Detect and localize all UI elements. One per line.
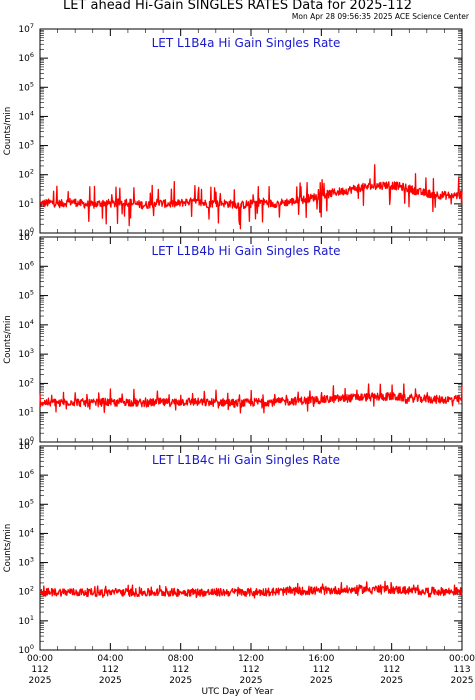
x-axis-label: UTC Day of Year	[201, 687, 274, 697]
x-tick-day: 113	[453, 665, 470, 675]
x-tick-time: 16:00	[308, 654, 334, 664]
x-tick-time: 20:00	[379, 654, 405, 664]
y-axis-label: Counts/min	[3, 107, 13, 156]
y-tick-label: 104	[18, 109, 34, 122]
y-tick-label: 103	[18, 347, 34, 360]
x-tick-year: 2025	[240, 676, 263, 686]
y-tick-label: 102	[18, 376, 34, 389]
y-tick-label: 102	[18, 168, 34, 181]
x-tick-time: 00:00	[27, 654, 53, 664]
y-tick-label: 105	[18, 497, 34, 510]
y-tick-label: 106	[18, 259, 34, 272]
y-tick-label: 100	[18, 435, 34, 448]
y-axis-label: Counts/min	[3, 315, 13, 364]
y-tick-label: 102	[18, 585, 34, 598]
series-line	[39, 580, 463, 599]
y-tick-label: 104	[18, 526, 34, 539]
panel-frame	[39, 236, 463, 443]
y-tick-label: 104	[18, 318, 34, 331]
y-tick-label: 103	[18, 139, 34, 152]
y-tick-label: 105	[18, 80, 34, 93]
y-tick-label: 101	[18, 614, 34, 627]
y-tick-label: 101	[18, 406, 34, 419]
y-tick-label: 103	[18, 556, 34, 569]
panel-title: LET L1B4c Hi Gain Singles Rate	[152, 453, 340, 467]
page-title: LET ahead Hi-Gain SINGLES RATES Data for…	[62, 0, 413, 13]
y-tick-label: 100	[18, 643, 34, 656]
y-tick-label: 106	[18, 468, 34, 481]
panel-title: LET L1B4b Hi Gain Singles Rate	[151, 244, 340, 258]
generation-timestamp: Mon Apr 28 09:56:35 2025 ACE Science Cen…	[291, 12, 469, 21]
y-tick-label: 106	[18, 51, 34, 64]
x-tick-year: 2025	[310, 676, 333, 686]
x-tick-year: 2025	[29, 676, 52, 686]
y-tick-label: 107	[18, 22, 34, 35]
y-tick-label: 100	[18, 226, 34, 239]
x-tick-year: 2025	[99, 676, 122, 686]
x-tick-day: 112	[102, 665, 119, 675]
x-tick-day: 112	[31, 665, 48, 675]
y-tick-label: 107	[18, 230, 34, 243]
x-tick-time: 04:00	[97, 654, 123, 664]
panel-title: LET L1B4a Hi Gain Singles Rate	[152, 36, 341, 50]
x-tick-day: 112	[242, 665, 259, 675]
series-line	[39, 164, 463, 230]
x-tick-day: 112	[172, 665, 189, 675]
y-tick-label: 105	[18, 289, 34, 302]
series-line	[39, 383, 463, 414]
panel-frame	[39, 445, 463, 651]
y-axis-label: Counts/min	[3, 524, 13, 573]
x-tick-time: 00:00	[449, 654, 475, 664]
x-tick-year: 2025	[169, 676, 192, 686]
x-tick-year: 2025	[380, 676, 403, 686]
x-tick-time: 08:00	[168, 654, 194, 664]
x-tick-time: 12:00	[238, 654, 264, 664]
x-tick-day: 112	[383, 665, 400, 675]
y-tick-label: 101	[18, 197, 34, 210]
x-tick-day: 112	[313, 665, 330, 675]
y-tick-label: 107	[18, 439, 34, 452]
x-tick-year: 2025	[451, 676, 474, 686]
